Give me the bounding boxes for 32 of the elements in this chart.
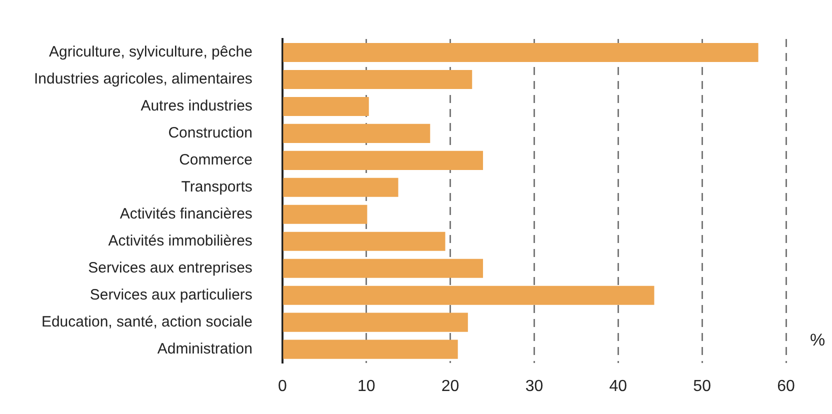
y-tick-label: Activités financières (120, 206, 252, 223)
bar (283, 232, 446, 251)
bar (283, 312, 468, 332)
y-tick-label: Education, santé, action sociale (41, 313, 252, 330)
x-tick-label: 20 (441, 378, 460, 395)
x-tick-label: 50 (693, 378, 712, 395)
bar (283, 286, 654, 305)
y-tick-label: Industries agricoles, alimentaires (34, 70, 252, 88)
bar (283, 70, 472, 89)
bar (283, 340, 458, 359)
x-tick-label: 30 (525, 378, 544, 395)
y-tick-label: Commerce (179, 152, 252, 169)
y-tick-label: Services aux entreprises (88, 260, 252, 276)
y-tick-label: Agriculture, sylviculture, pêche (48, 44, 252, 61)
bar (283, 124, 430, 143)
bar (283, 150, 484, 170)
bar (283, 96, 369, 116)
y-tick-label: Services aux particuliers (90, 286, 252, 304)
bar (283, 204, 368, 224)
x-tick-label: 60 (777, 378, 795, 395)
y-tick-label: Autres industries (140, 98, 252, 115)
x-tick-label: 40 (609, 378, 628, 395)
x-tick-label: 0 (278, 378, 287, 395)
bar (283, 258, 484, 278)
bar (283, 178, 398, 197)
y-tick-label: Administration (157, 340, 252, 358)
x-axis-title: % (810, 330, 826, 350)
y-tick-label: Construction (168, 124, 252, 142)
bar (283, 42, 758, 62)
x-tick-label: 10 (357, 378, 376, 395)
y-tick-label: Transports (181, 178, 252, 196)
y-tick-label: Activités immobilières (108, 232, 252, 250)
